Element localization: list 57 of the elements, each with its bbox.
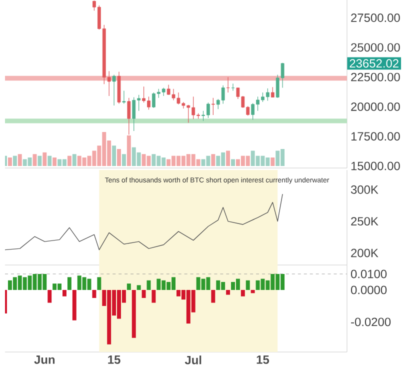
bar xyxy=(97,277,102,290)
candlestick xyxy=(122,90,126,104)
bar xyxy=(12,156,17,166)
y-tick-label: 300K xyxy=(350,185,378,194)
bar xyxy=(226,290,230,295)
y-tick-label: 15000.00 xyxy=(351,162,400,170)
bar xyxy=(122,154,126,166)
y-tick-label: 250K xyxy=(351,217,378,226)
bar xyxy=(52,158,57,166)
bar xyxy=(8,158,12,166)
y-tick-label: -0.0200 xyxy=(351,318,391,326)
y-tick-label: 0.0000 xyxy=(350,286,387,294)
bar xyxy=(67,277,72,290)
bar xyxy=(211,290,216,303)
x-tick-label: Jun xyxy=(34,356,55,364)
bar xyxy=(270,158,275,166)
bar xyxy=(226,150,230,166)
y-tick-label: 25000.00 xyxy=(351,43,400,52)
line-series xyxy=(5,194,283,250)
bar xyxy=(38,156,42,166)
bar xyxy=(211,154,216,166)
y-tick-label: 22500.00 xyxy=(351,72,400,82)
bar xyxy=(112,146,116,166)
candlestick xyxy=(112,74,116,106)
bar xyxy=(18,154,22,166)
candlestick xyxy=(270,86,274,98)
bar xyxy=(231,159,235,166)
bar xyxy=(132,290,136,338)
bar xyxy=(72,290,76,320)
bar xyxy=(117,149,121,166)
y-tick-label: 200K xyxy=(351,248,378,258)
bar xyxy=(142,290,146,298)
bar xyxy=(240,290,245,296)
candlestick xyxy=(127,98,131,135)
x-tick-label: 15 xyxy=(256,356,270,364)
bar xyxy=(246,280,250,290)
y-tick-label: 0.0100 xyxy=(350,270,387,278)
y-tick-label: 20000.00 xyxy=(351,102,400,111)
x-tick-label: Jul xyxy=(184,356,202,364)
y-tick-label: 27500.00 xyxy=(351,14,400,22)
bar xyxy=(250,290,255,294)
bar xyxy=(42,152,47,166)
bar xyxy=(126,284,131,290)
bar xyxy=(48,290,52,303)
bar xyxy=(126,135,131,166)
text: 23652.02 xyxy=(350,59,398,68)
candlestick xyxy=(211,98,215,116)
bar xyxy=(72,154,76,166)
bar xyxy=(67,156,72,166)
bar xyxy=(62,290,66,296)
bar xyxy=(136,285,141,290)
y-tick-label: 17500.00 xyxy=(351,132,400,141)
candlestick xyxy=(226,76,230,93)
x-tick-label: 15 xyxy=(108,356,120,364)
bar xyxy=(48,156,52,166)
bar xyxy=(92,290,96,298)
bar xyxy=(152,290,156,303)
